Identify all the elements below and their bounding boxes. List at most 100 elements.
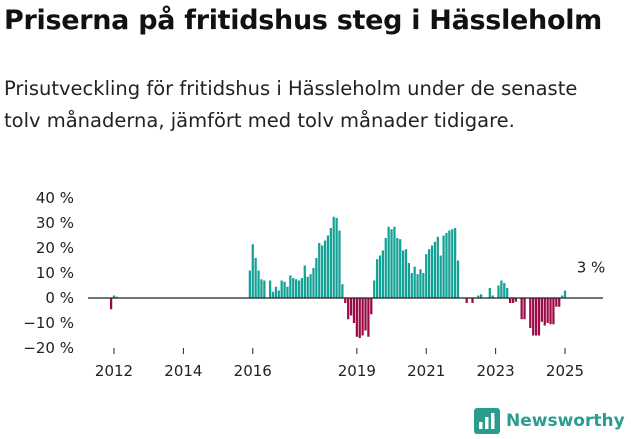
x-tick-label: 2019 (338, 362, 376, 380)
bar (332, 216, 335, 298)
bar (248, 270, 251, 298)
bar (456, 260, 460, 298)
bar (323, 240, 327, 298)
bar (543, 298, 546, 326)
bar (419, 269, 422, 298)
bar (422, 273, 425, 298)
bar (401, 250, 405, 298)
y-tick-label: 20 % (36, 239, 74, 257)
bar (367, 298, 370, 337)
bar (251, 244, 254, 298)
x-tick-label: 2014 (164, 362, 202, 380)
y-tick-label: −10 % (23, 314, 74, 332)
bar (558, 298, 561, 307)
bar (254, 258, 257, 298)
bar (344, 298, 347, 303)
bar (396, 238, 399, 298)
bar (448, 230, 451, 298)
bar (295, 279, 298, 298)
bar (416, 274, 419, 298)
bar (378, 255, 382, 298)
bar (427, 249, 431, 298)
bar (514, 298, 517, 302)
bar (399, 239, 402, 298)
chart-subtitle: Prisutveckling för fritidshus i Hässleho… (4, 77, 578, 132)
bar (529, 298, 532, 328)
bar (532, 298, 535, 336)
bar (563, 290, 567, 298)
brand-logo: Newsworthy (474, 406, 625, 436)
bar (393, 226, 396, 298)
bar (407, 263, 411, 298)
bar (477, 295, 480, 298)
bar (413, 266, 416, 298)
bar (370, 298, 373, 315)
bar (439, 255, 442, 298)
bar (315, 258, 318, 298)
x-tick-label: 2023 (477, 362, 515, 380)
bar (471, 298, 474, 303)
bar (491, 295, 494, 298)
y-tick-label: 40 % (36, 189, 74, 207)
bar (289, 275, 292, 298)
bar (390, 229, 393, 298)
bar (312, 268, 315, 298)
bar (309, 274, 312, 298)
y-axis: 40 % 30 % 20 % 10 % 0 % −10 % −20 % (23, 189, 74, 357)
bar (280, 280, 283, 298)
bar (520, 298, 523, 320)
bar (373, 280, 376, 298)
bar (318, 243, 321, 298)
x-tick-label: 2021 (407, 362, 445, 380)
y-tick-label: −20 % (23, 339, 74, 357)
x-tick-label: 2025 (546, 362, 584, 380)
bar (347, 298, 350, 320)
bar (433, 241, 437, 298)
x-tick-label: 2016 (234, 362, 272, 380)
bar (555, 298, 558, 307)
bar (546, 298, 549, 323)
bar (451, 229, 454, 298)
bar (560, 295, 564, 298)
bar (115, 296, 119, 298)
brand-name: Newsworthy (506, 411, 625, 431)
bar (268, 280, 272, 298)
bar (109, 298, 113, 310)
y-tick-label: 10 % (36, 264, 74, 282)
bar (341, 284, 344, 298)
bar (480, 294, 483, 298)
bar (497, 285, 500, 298)
bar (387, 226, 390, 298)
bar (303, 265, 306, 298)
bar (404, 249, 408, 298)
newsworthy-logo-icon (474, 408, 500, 434)
bar (425, 254, 428, 298)
bar (384, 238, 387, 298)
bar (445, 233, 448, 298)
bar (442, 235, 445, 298)
bar (436, 236, 439, 298)
bar (361, 298, 364, 336)
bar (540, 298, 543, 322)
bar (355, 298, 358, 337)
bar (338, 230, 341, 298)
bar (381, 250, 384, 298)
bar (508, 298, 512, 303)
bar (286, 286, 289, 298)
x-axis: 2012 2014 2016 2019 2021 2023 2025 (95, 348, 584, 380)
bar (364, 298, 367, 331)
bar (430, 245, 434, 298)
bar (297, 280, 301, 298)
bar (358, 298, 361, 338)
bar (329, 228, 332, 298)
bar (552, 298, 555, 325)
y-tick-label: 0 % (45, 289, 74, 307)
y-tick-label: 30 % (36, 214, 74, 232)
bar (511, 298, 515, 303)
bar (375, 259, 379, 298)
bar (321, 245, 324, 298)
bar (352, 298, 356, 323)
bar (549, 298, 552, 325)
bar (292, 278, 295, 298)
